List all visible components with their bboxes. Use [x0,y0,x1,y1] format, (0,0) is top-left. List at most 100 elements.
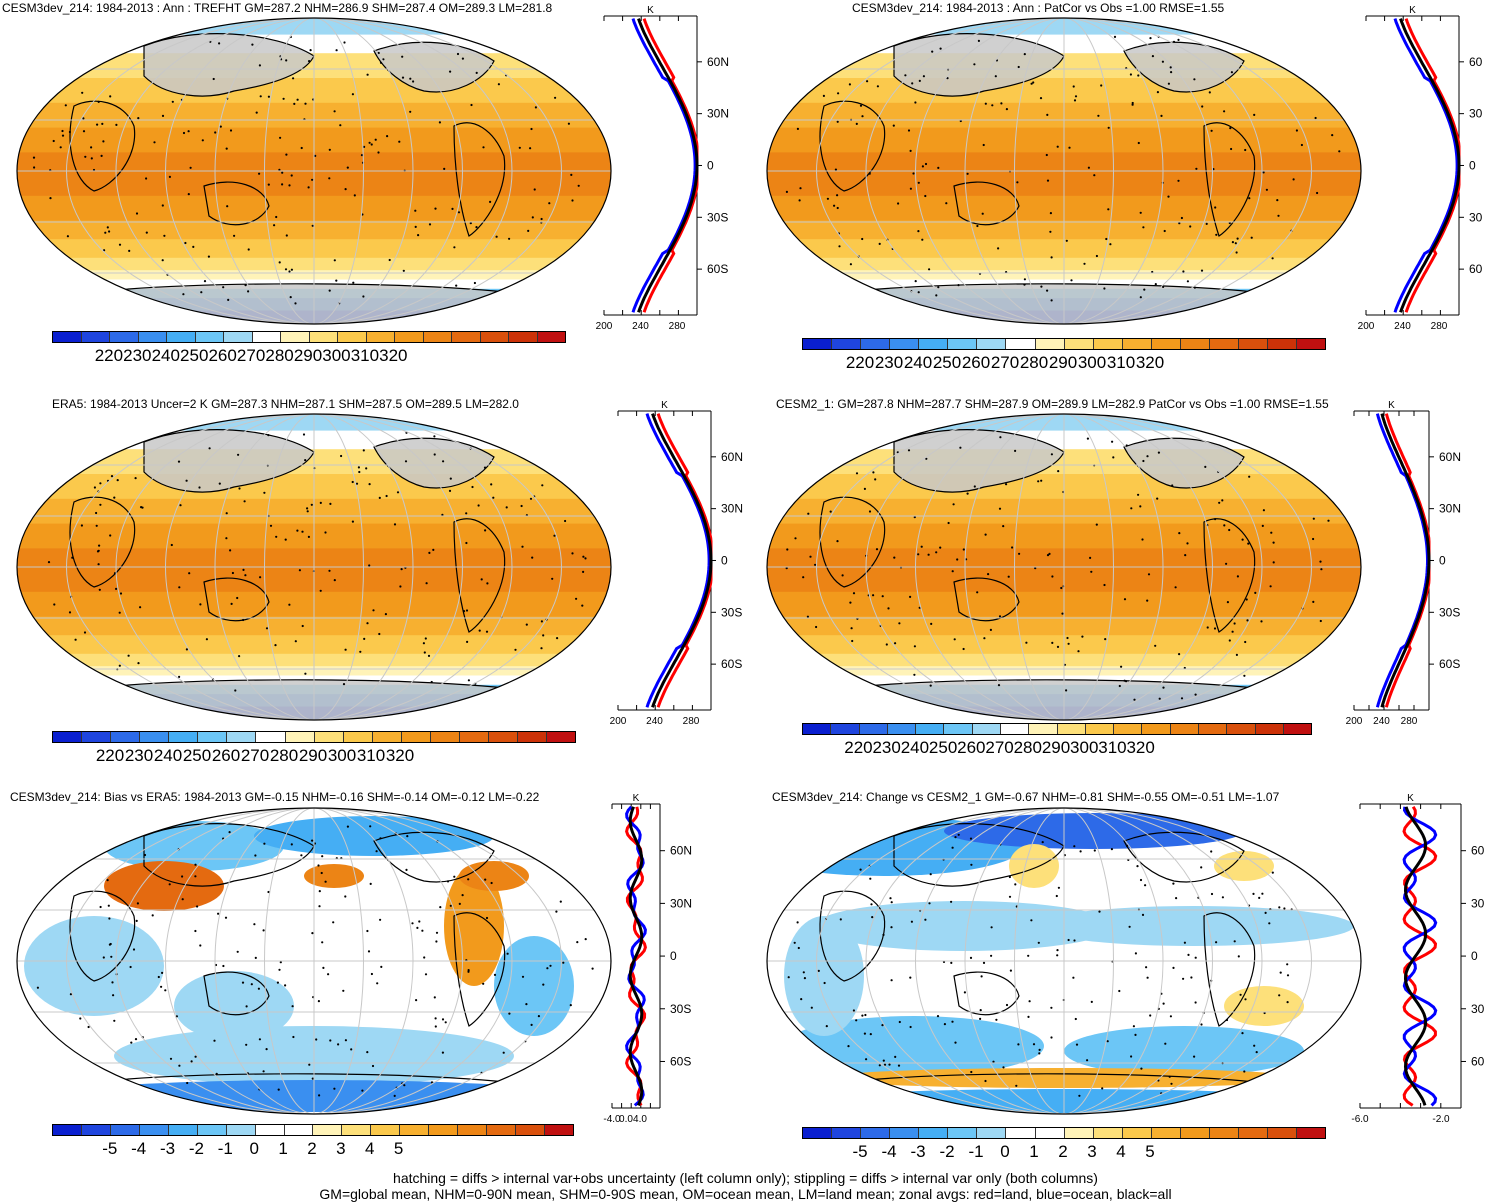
stipple-dot [486,582,489,585]
stipple-dot [184,241,187,245]
stipple-dot [1230,147,1233,151]
stipple-dot [300,854,303,857]
stipple-dot [541,484,544,487]
stipple-dot [255,111,258,114]
stipple-dot [434,207,437,210]
zonal-land-line [1384,413,1431,708]
stipple-dot [936,1015,940,1018]
stipple-dot [837,92,840,95]
stipple-dot [1180,697,1184,700]
stipple-dot [108,230,111,233]
stipple-dot [108,917,111,920]
colorbar-swatch [1209,339,1239,349]
stipple-dot [309,49,312,52]
stipple-dot [365,467,368,470]
colorbar [802,338,1326,350]
stipple-dot [462,610,466,613]
colorbar-tick-label: 280 [1013,738,1042,757]
colorbar-tick-label: 220 [95,746,125,765]
stipple-dot [973,63,976,66]
stipple-dot [1027,954,1030,957]
stipple-dot [113,572,117,575]
stipple-dot [435,931,439,934]
stipple-dot [306,507,309,510]
stipple-dot [1149,37,1152,40]
stipple-dot [1142,459,1145,463]
stipple-dot [457,211,461,214]
stipple-dot [139,606,142,609]
stipple-dot [1174,586,1177,589]
panel-title: CESM3dev_214: 1984-2013 : Ann : PatCor v… [852,1,1225,15]
stipple-dot [137,662,140,665]
stipple-dot [129,965,132,969]
longitude-gridline [313,18,463,324]
stipple-dot [427,654,431,657]
stipple-dot [1079,850,1082,853]
stipple-dot [1143,288,1146,291]
stipple-dot [194,875,197,878]
stipple-dot [97,549,100,552]
stipple-dot [1223,524,1226,527]
stipple-dot [1017,1043,1020,1046]
stipple-dot [809,555,812,558]
stipple-dot [339,124,342,127]
stipple-dot [982,143,985,147]
colorbar-tick-label: 2 [1058,1142,1068,1161]
stipple-dot [943,1023,946,1026]
stipple-dot [894,1055,897,1058]
stipple-dot [890,901,893,904]
zonal-lat-label: 30 [1469,210,1483,224]
colorbar-labels: -5 -4 -3 -2 -1 0 1 2 3 4 5 [802,1142,1324,1162]
stipple-dot [1137,141,1140,145]
stipple-dot [282,97,285,100]
stipple-dot [1171,484,1174,487]
colorbar-swatch [1255,724,1284,734]
stipple-dot [1178,653,1181,656]
stipple-dot [1120,665,1123,668]
stipple-dot [90,146,93,149]
stipple-dot [430,680,433,684]
stipple-dot [490,483,493,486]
stipple-dot [897,1064,901,1067]
colorbar-swatch [488,732,518,742]
stipple-dot [1000,102,1003,105]
world-map [766,413,1362,721]
stipple-dot [484,529,487,532]
stipple-dot [80,524,83,527]
stipple-dot [878,1064,881,1067]
stipple-dot [1327,519,1330,522]
colorbar-tick-label: 280 [269,746,299,765]
stipple-dot [47,561,51,564]
stipple-dot [262,929,265,932]
continent-outline [893,33,1065,97]
stipple-dot [238,655,241,658]
stipple-dot [469,222,472,225]
continent-outline [373,831,495,883]
stipple-dot [168,175,171,178]
stipple-dot [175,1015,178,1018]
stipple-dot [530,1023,533,1026]
stipple-dot [411,922,414,925]
stipple-dot [927,553,930,556]
stipple-dot [839,918,842,921]
stipple-dot [98,588,101,591]
stipple-dot [288,184,291,187]
stipple-dot [1161,60,1164,63]
panel-title: CESM2_1: GM=287.8 NHM=287.7 SHM=287.9 OM… [776,397,1329,411]
stipple-dot [98,544,101,547]
longitude-gridline [1063,808,1312,1114]
stipple-dot [1066,636,1069,640]
stipple-dot [1086,1059,1089,1062]
stipple-dot [807,512,810,515]
stipple-dot [110,955,113,958]
stipple-dot [1025,641,1028,644]
stipple-dot [1095,523,1098,526]
stipple-dot [549,964,552,967]
colorbar-swatch [227,732,257,742]
stipple-dot [449,70,452,73]
stipple-dot [1118,684,1121,688]
stipple-dot [333,110,336,113]
stipple-dot [81,91,84,94]
colorbar-labels: 220 230 240 250 260 270 280 290 300 310 320 [52,746,574,766]
stipple-dot [388,258,391,262]
